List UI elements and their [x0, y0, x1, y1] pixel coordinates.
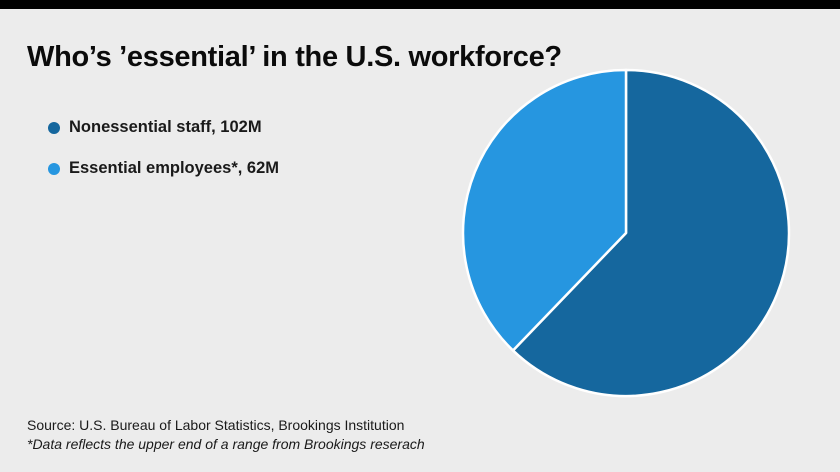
legend-item-nonessential: Nonessential staff, 102M	[48, 118, 279, 137]
source-text: Source: U.S. Bureau of Labor Statistics,…	[27, 417, 405, 433]
chart-legend: Nonessential staff, 102M Essential emplo…	[48, 118, 279, 200]
chart-footer: Source: U.S. Bureau of Labor Statistics,…	[27, 416, 425, 454]
pie-slice-nonessential-staff	[511, 68, 791, 398]
top-black-bar	[0, 0, 840, 9]
pie-chart-container	[460, 67, 792, 399]
footnote-text: *Data reflects the upper end of a range …	[27, 436, 425, 452]
legend-label-essential: Essential employees*, 62M	[69, 159, 280, 177]
pie-chart	[461, 68, 791, 398]
pie-slice-essential-employees	[461, 68, 628, 352]
legend-label-nonessential: Nonessential staff, 102M	[69, 118, 262, 136]
legend-dot-essential	[48, 162, 60, 175]
legend-dot-nonessential	[48, 121, 60, 134]
page-title: Who’s ’essential’ in the U.S. workforce?	[27, 41, 562, 74]
legend-item-essential: Essential employees*, 62M	[48, 159, 279, 178]
